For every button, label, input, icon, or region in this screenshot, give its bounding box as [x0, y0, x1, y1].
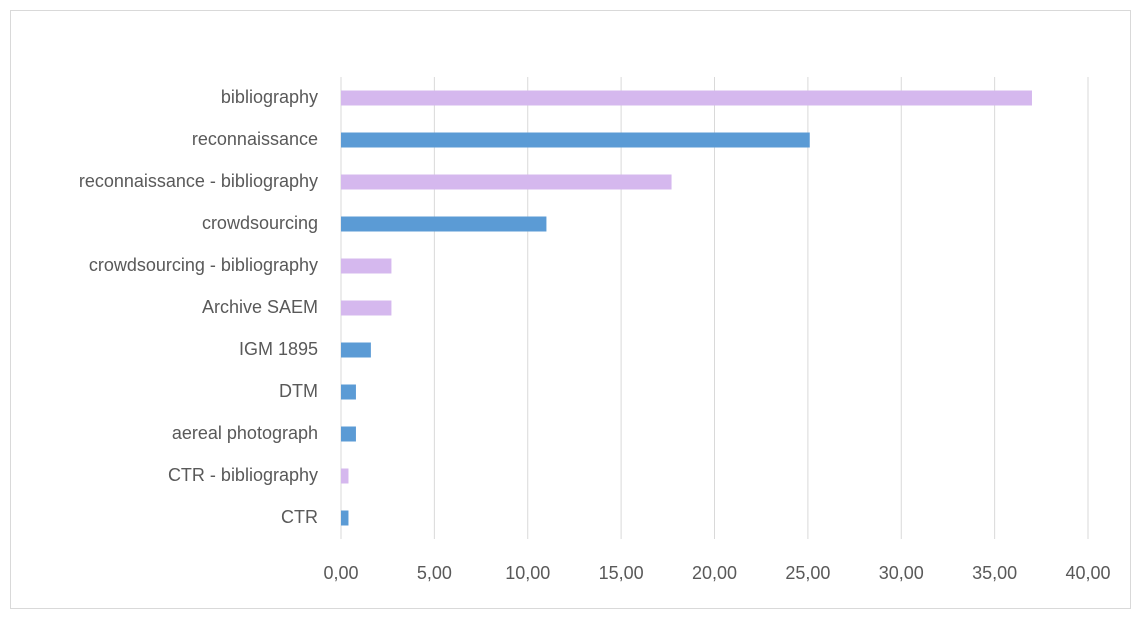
bar	[341, 90, 1032, 106]
bar	[341, 510, 349, 526]
bar	[341, 426, 356, 442]
bar	[341, 300, 392, 316]
x-tick-label: 20,00	[692, 563, 737, 583]
x-tick-label: 25,00	[785, 563, 830, 583]
x-tick-label: 35,00	[972, 563, 1017, 583]
y-tick-label: DTM	[279, 381, 318, 401]
y-tick-label: CTR - bibliography	[168, 465, 318, 485]
x-tick-label: 0,00	[323, 563, 358, 583]
x-tick-label: 40,00	[1065, 563, 1110, 583]
y-tick-label: bibliography	[221, 87, 318, 107]
bar	[341, 132, 810, 148]
y-tick-label: IGM 1895	[239, 339, 318, 359]
y-tick-label: crowdsourcing - bibliography	[89, 255, 318, 275]
bar	[341, 258, 392, 274]
y-tick-label: reconnaissance - bibliography	[79, 171, 318, 191]
bar	[341, 384, 356, 400]
x-tick-label: 5,00	[417, 563, 452, 583]
bar	[341, 468, 349, 484]
bar	[341, 342, 371, 358]
y-tick-label: crowdsourcing	[202, 213, 318, 233]
y-tick-label: aereal photograph	[172, 423, 318, 443]
y-tick-label: CTR	[281, 507, 318, 527]
chart-frame	[10, 10, 1131, 609]
x-tick-label: 15,00	[599, 563, 644, 583]
y-tick-label: reconnaissance	[192, 129, 318, 149]
bar	[341, 174, 672, 190]
x-tick-label: 10,00	[505, 563, 550, 583]
x-tick-label: 30,00	[879, 563, 924, 583]
y-tick-label: Archive SAEM	[202, 297, 318, 317]
bar	[341, 216, 547, 232]
